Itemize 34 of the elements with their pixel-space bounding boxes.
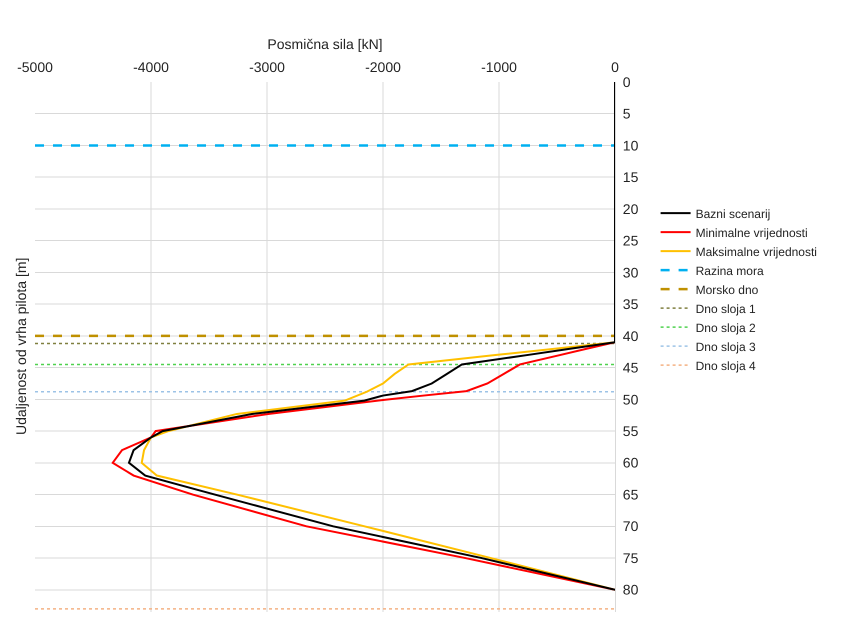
legend-label: Dno sloja 2 (696, 320, 756, 335)
legend-label: Dno sloja 3 (696, 340, 756, 354)
legend-label: Bazni scenarij (696, 206, 770, 221)
x-axis-title: Posmična sila [kN] (267, 36, 383, 52)
y-tick-label: 50 (622, 391, 639, 408)
legend-label: Dno sloja 4 (696, 358, 756, 373)
legend-label: Morsko dno (696, 282, 759, 297)
y-tick-label: 60 (622, 454, 639, 471)
y-tick-label: 0 (622, 74, 631, 90)
x-tick-label: -3000 (249, 59, 286, 76)
x-tick-label: -1000 (481, 59, 518, 76)
y-tick-label: 75 (622, 550, 639, 566)
y-tick-label: 15 (622, 169, 639, 186)
legend-label: Dno sloja 1 (696, 302, 756, 316)
y-tick-label: 5 (622, 106, 631, 122)
legend-label: Maksimalne vrijednosti (696, 244, 817, 259)
y-tick-label: 70 (622, 518, 639, 534)
y-tick-label: 20 (622, 200, 639, 217)
x-tick-label: 0 (611, 59, 620, 76)
x-tick-label: -4000 (133, 59, 170, 76)
y-tick-label: 35 (622, 296, 639, 312)
x-tick-label: -2000 (365, 59, 402, 76)
y-tick-label: 30 (622, 264, 639, 280)
y-tick-label: 10 (622, 137, 639, 154)
y-axis-title: Udaljenost od vrha pilota [m] (13, 258, 29, 435)
y-tick-label: 40 (622, 328, 639, 344)
y-tick-label: 45 (622, 360, 639, 376)
y-tick-label: 55 (622, 423, 639, 439)
legend-label: Minimalne vrijednosti (696, 226, 808, 240)
legend-label: Razina mora (696, 264, 764, 278)
y-tick-label: 25 (622, 232, 639, 249)
y-tick-label: 80 (622, 582, 639, 598)
y-tick-label: 65 (622, 486, 639, 502)
x-tick-label: -5000 (17, 59, 54, 76)
